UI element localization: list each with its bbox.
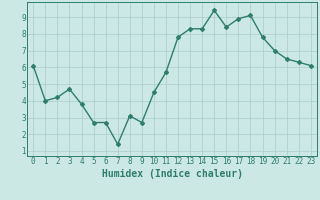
X-axis label: Humidex (Indice chaleur): Humidex (Indice chaleur) <box>101 169 243 179</box>
